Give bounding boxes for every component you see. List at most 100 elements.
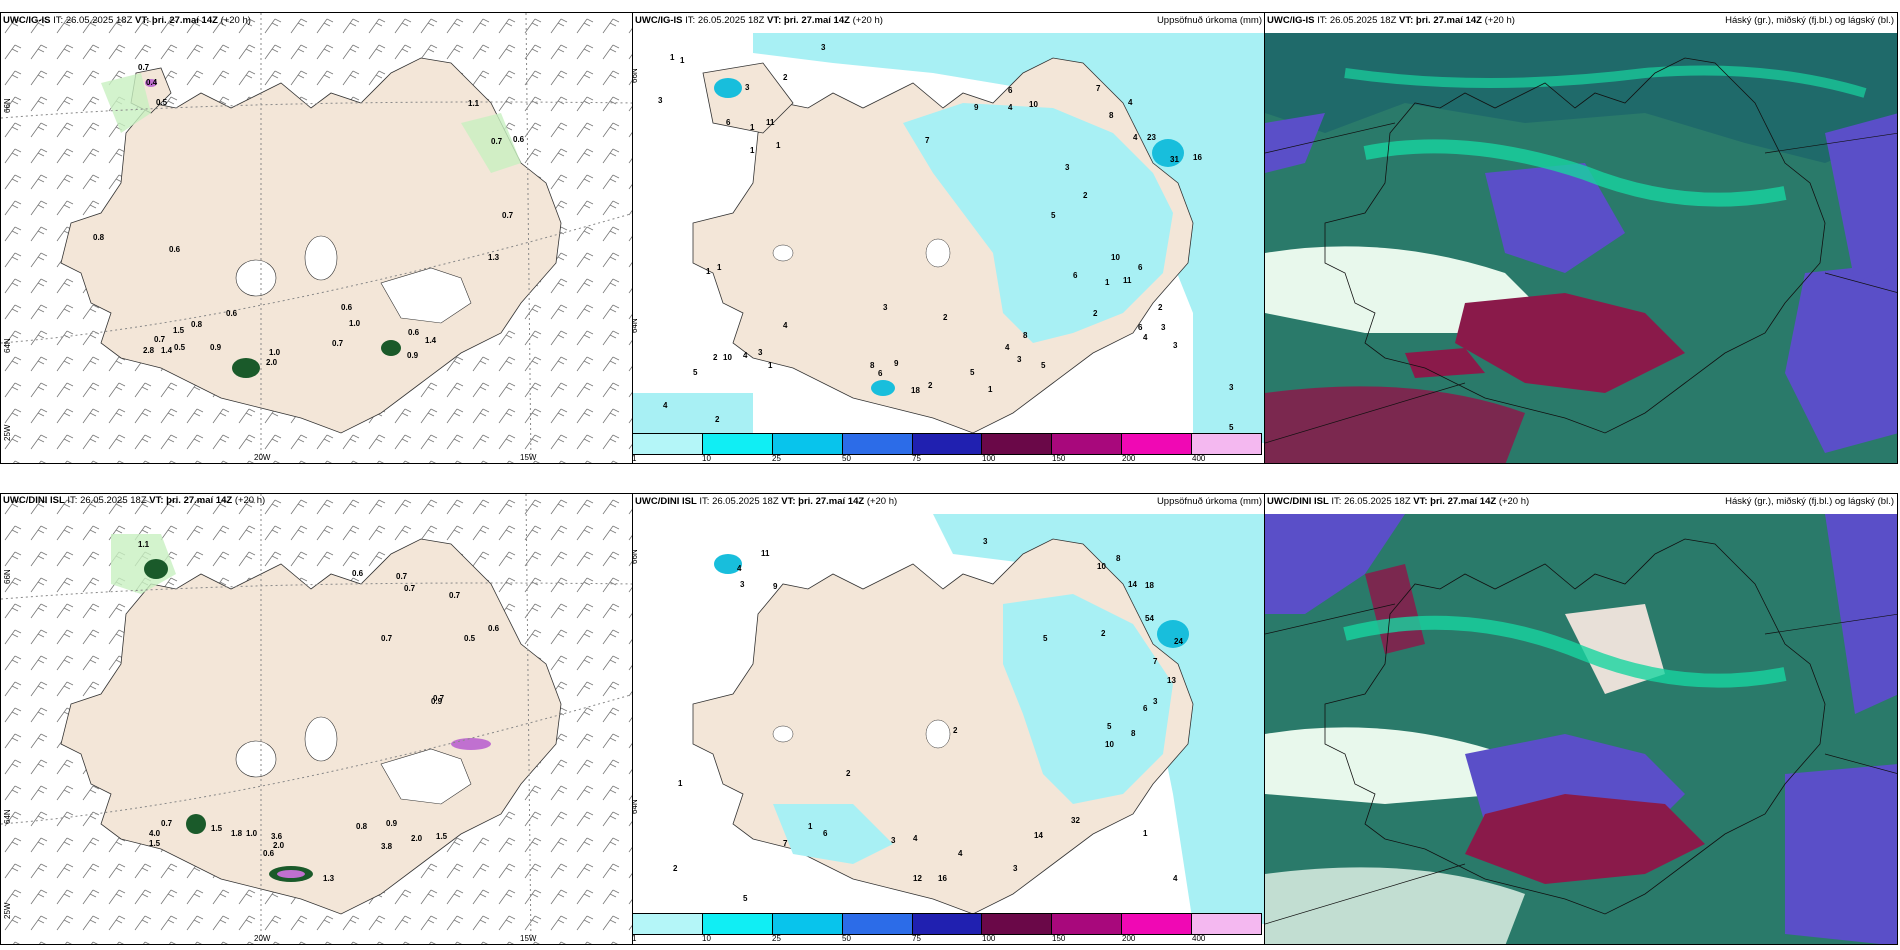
value-label: 4 bbox=[913, 834, 918, 843]
value-label: 54 bbox=[1145, 614, 1154, 623]
value-label: 8 bbox=[1023, 331, 1028, 340]
colorbar-ticks-top: 1 10 25 50 75 100 150 200 400 bbox=[632, 454, 1206, 463]
value-label: 9 bbox=[974, 103, 979, 112]
value-label: 0.8 bbox=[191, 320, 203, 329]
value-label: 1.3 bbox=[488, 253, 500, 262]
value-label: 6 bbox=[1008, 86, 1013, 95]
value-label: 2 bbox=[715, 415, 720, 424]
colorbar-top bbox=[632, 433, 1262, 455]
value-label: 0.6 bbox=[513, 135, 525, 144]
panel-bottom-clouds: UWC/DINI ISL IT: 26.05.2025 18Z VT: þri.… bbox=[1264, 493, 1898, 945]
value-label: 3 bbox=[983, 537, 988, 546]
value-label: 0.7 bbox=[449, 591, 461, 600]
wind-map bbox=[1, 13, 632, 463]
value-label: 0.9 bbox=[210, 343, 222, 352]
value-label: 4 bbox=[1128, 98, 1133, 107]
value-label: 0.5 bbox=[464, 634, 476, 643]
value-label: 3 bbox=[1013, 864, 1018, 873]
value-label: 3 bbox=[658, 96, 663, 105]
panel-right-title: Háský (gr.), miðský (fj.bl.) og lágský (… bbox=[1725, 15, 1894, 26]
lon-label-20: 20W bbox=[254, 934, 271, 943]
value-label: 24 bbox=[1174, 637, 1183, 646]
value-label: 11 bbox=[766, 118, 775, 127]
value-label: 12 bbox=[913, 874, 922, 883]
value-label: 2 bbox=[953, 726, 958, 735]
value-label: 1 bbox=[988, 385, 993, 394]
value-label: 2 bbox=[713, 353, 718, 362]
panel-right-title: Háský (gr.), miðský (fj.bl.) og lágský (… bbox=[1725, 496, 1894, 507]
value-label: 1.3 bbox=[323, 874, 335, 883]
value-label: 0.7 bbox=[161, 819, 173, 828]
lat-label-66: 66N bbox=[3, 569, 12, 584]
value-label: 2 bbox=[1101, 629, 1106, 638]
value-label: 5 bbox=[743, 894, 748, 903]
value-label: 4 bbox=[1143, 333, 1148, 342]
value-label: 10 bbox=[1111, 253, 1120, 262]
value-label: 5 bbox=[1041, 361, 1046, 370]
lon-label-20: 20W bbox=[254, 453, 271, 462]
value-label: 1.0 bbox=[269, 348, 281, 357]
value-label: 2 bbox=[1083, 191, 1088, 200]
lat-label-66: 66N bbox=[632, 549, 639, 564]
value-label: 1 bbox=[717, 263, 722, 272]
value-label: 0.7 bbox=[138, 63, 150, 72]
value-label: 18 bbox=[1145, 581, 1154, 590]
value-label: 3 bbox=[1153, 697, 1158, 706]
value-label: 1 bbox=[678, 779, 683, 788]
value-label: 0.9 bbox=[431, 697, 443, 706]
panel-bottom-wind: UWC/DINI ISL IT: 26.05.2025 18Z VT: þri.… bbox=[0, 493, 633, 945]
value-label: 5 bbox=[970, 368, 975, 377]
value-label: 4 bbox=[783, 321, 788, 330]
value-label: 8 bbox=[1116, 554, 1121, 563]
value-label: 18 bbox=[911, 386, 920, 395]
value-label: 5 bbox=[1107, 722, 1112, 731]
panel-title: UWC/DINI ISL IT: 26.05.2025 18Z VT: þri.… bbox=[3, 495, 266, 506]
value-label: 3 bbox=[1173, 341, 1178, 350]
value-label: 9 bbox=[773, 582, 778, 591]
value-label: 2 bbox=[943, 313, 948, 322]
lon-label-15: 15W bbox=[520, 934, 537, 943]
panel-top-precip: UWC/IG-IS IT: 26.05.2025 18Z VT: þri. 27… bbox=[632, 12, 1266, 464]
value-label: 6 bbox=[1138, 263, 1143, 272]
value-label: 1.5 bbox=[436, 832, 448, 841]
value-label: 6 bbox=[1138, 323, 1143, 332]
colorbar-ticks-bottom: 1 10 25 50 75 100 150 200 400 bbox=[632, 934, 1206, 943]
value-label: 10 bbox=[1097, 562, 1106, 571]
value-label: 4.0 bbox=[149, 829, 161, 838]
value-label: 0.7 bbox=[332, 339, 344, 348]
value-label: 11 bbox=[761, 549, 770, 558]
value-label: 2 bbox=[1158, 303, 1163, 312]
value-label: 16 bbox=[938, 874, 947, 883]
value-label: 10 bbox=[1029, 100, 1038, 109]
panel-title: UWC/IG-IS IT: 26.05.2025 18Z VT: þri. 27… bbox=[1267, 15, 1515, 26]
value-label: 5 bbox=[693, 368, 698, 377]
value-label: 1 bbox=[670, 53, 675, 62]
value-label: 1 bbox=[1105, 278, 1110, 287]
value-label: 2 bbox=[673, 864, 678, 873]
value-label: 4 bbox=[1008, 103, 1013, 112]
value-label: 2.8 bbox=[143, 346, 155, 355]
colorbar-bottom bbox=[632, 913, 1262, 935]
value-label: 1 bbox=[808, 822, 813, 831]
value-label: 0.6 bbox=[169, 245, 181, 254]
value-label: 3 bbox=[740, 580, 745, 589]
value-label: 1.4 bbox=[425, 336, 437, 345]
value-label: 2.0 bbox=[266, 358, 278, 367]
value-label: 1.0 bbox=[246, 829, 258, 838]
value-label: 1.5 bbox=[211, 824, 223, 833]
value-label: 3.8 bbox=[381, 842, 393, 851]
value-label: 6 bbox=[878, 369, 883, 378]
panel-top-wind: UWC/IG-IS IT: 26.05.2025 18Z VT: þri. 27… bbox=[0, 12, 633, 464]
panel-right-title: Uppsöfnuð úrkoma (mm) bbox=[1156, 496, 1262, 507]
value-label: 0.7 bbox=[154, 335, 166, 344]
value-label: 0.8 bbox=[93, 233, 105, 242]
lon-label-15: 15W bbox=[520, 453, 537, 462]
panel-title: UWC/IG-IS IT: 26.05.2025 18Z VT: þri. 27… bbox=[3, 15, 251, 26]
value-label: 8 bbox=[870, 361, 875, 370]
value-label: 4 bbox=[743, 351, 748, 360]
value-label: 6 bbox=[1073, 271, 1078, 280]
lat-label-66: 66N bbox=[632, 68, 639, 83]
value-label: 2 bbox=[928, 381, 933, 390]
value-label: 2.0 bbox=[411, 834, 423, 843]
lat-label-64: 64N bbox=[3, 338, 12, 353]
